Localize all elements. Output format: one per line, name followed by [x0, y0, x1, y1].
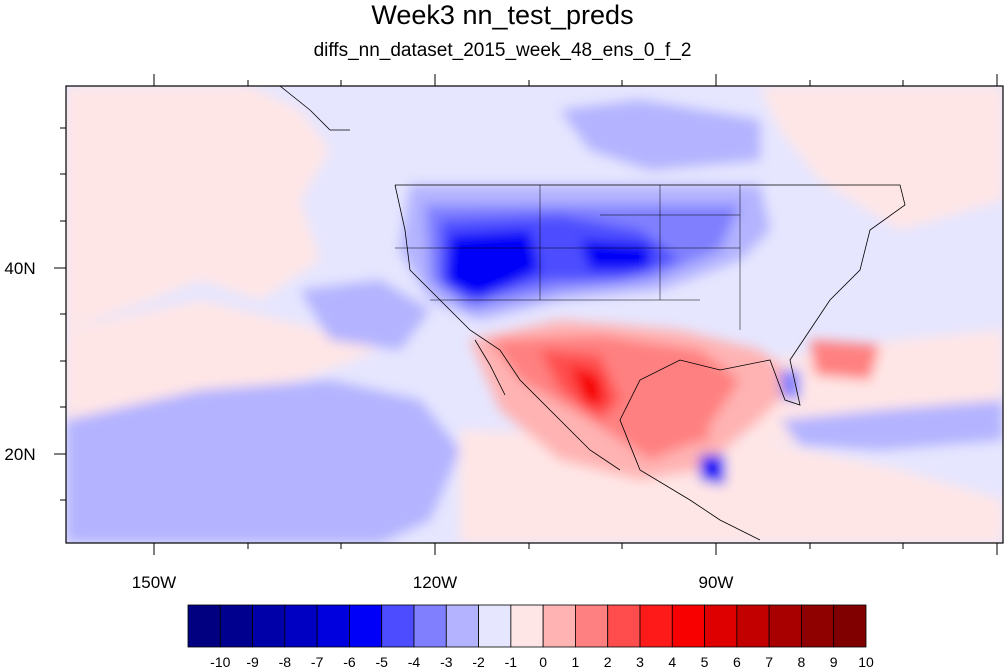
map-title: Week3 nn_test_preds [371, 0, 634, 30]
anomaly-field [66, 86, 1003, 543]
coastline-alaska-bc [279, 86, 350, 131]
colorbar: -10 -9 -8 -7 -6 -5 -4 -3 -2 -1 0 1 2 3 4 5 6 7 8 9 10 [187, 604, 874, 670]
colorbar-label-5: -5 [375, 654, 388, 670]
colorbar-box-14 [639, 604, 673, 648]
colorbar-box-6 [381, 604, 415, 648]
colorbar-box-17 [736, 604, 770, 648]
field-region-pos5-mexico [570, 365, 605, 405]
colorbar-label-18: 8 [798, 654, 806, 670]
colorbar-box-18 [768, 604, 802, 648]
colorbar-label-13: 3 [636, 654, 644, 670]
state-borders [395, 185, 741, 330]
colorbar-box-4 [316, 604, 350, 648]
colorbar-label-19: 9 [830, 654, 838, 670]
colorbar-label-3: -7 [311, 654, 324, 670]
field-region-pos3-gulf [640, 385, 710, 450]
field-region-pos1-ne [760, 86, 1003, 230]
colorbar-box-9 [478, 604, 512, 648]
lat-label-20n: 20N [4, 445, 35, 464]
colorbar-box-8 [445, 604, 479, 648]
colorbar-label-7: -3 [440, 654, 453, 670]
field-region-pos1-nw [66, 86, 330, 330]
colorbar-box-2 [252, 604, 286, 648]
field-region-pos1-mid [66, 300, 380, 430]
colorbar-label-9: -1 [505, 654, 518, 670]
lat-label-40n: 40N [4, 259, 35, 278]
colorbar-label-12: 2 [604, 654, 612, 670]
colorbar-label-0: -10 [210, 654, 230, 670]
map-subtitle: diffs_nn_dataset_2015_week_48_ens_0_f_2 [313, 40, 692, 61]
colorbar-box-20 [833, 604, 867, 648]
colorbar-label-10: 0 [539, 654, 547, 670]
colorbar-box-11 [542, 604, 576, 648]
lat-ticks [54, 127, 66, 501]
colorbar-label-6: -4 [408, 654, 421, 670]
coastline-baja [474, 339, 506, 396]
colorbar-label-15: 5 [701, 654, 709, 670]
field-region-neg5-west [445, 230, 540, 300]
colorbar-box-15 [671, 604, 705, 648]
field-region-neg5-plains [580, 240, 650, 270]
lon-label-90w: 90W [699, 573, 734, 592]
colorbar-label-16: 6 [733, 654, 741, 670]
field-region-pos3-atlantic [810, 340, 880, 380]
field-region-neg5-carib [700, 455, 725, 485]
colorbar-box-19 [801, 604, 835, 648]
field-region-neg2-north [560, 100, 760, 170]
field-region-neg2-sw [66, 380, 460, 543]
field-region-neg2-west [300, 280, 430, 350]
colorbar-label-1: -9 [246, 654, 259, 670]
colorbar-box-12 [575, 604, 609, 648]
colorbar-label-8: -2 [472, 654, 485, 670]
colorbar-label-11: 1 [572, 654, 580, 670]
colorbar-box-5 [349, 604, 383, 648]
lon-ticks [153, 74, 998, 555]
colorbar-label-14: 4 [668, 654, 676, 670]
coastline-us-west-mexico [394, 184, 621, 471]
colorbar-label-17: 7 [765, 654, 773, 670]
colorbar-box-13 [607, 604, 641, 648]
coastline-us-east-gulf [395, 184, 906, 541]
colorbar-box-3 [284, 604, 318, 648]
colorbar-box-16 [704, 604, 738, 648]
coastlines [279, 86, 906, 541]
lon-label-120w: 120W [413, 573, 457, 592]
colorbar-label-20: 10 [858, 654, 874, 670]
lon-label-150w: 150W [132, 573, 176, 592]
field-region-neg3-florida [780, 370, 800, 400]
field-region-neg2-east [780, 400, 1003, 450]
colorbar-box-1 [219, 604, 253, 648]
colorbar-box-10 [510, 604, 544, 648]
colorbar-label-2: -8 [279, 654, 292, 670]
colorbar-box-0 [187, 604, 221, 648]
colorbar-label-4: -6 [343, 654, 356, 670]
colorbar-box-7 [413, 604, 447, 648]
